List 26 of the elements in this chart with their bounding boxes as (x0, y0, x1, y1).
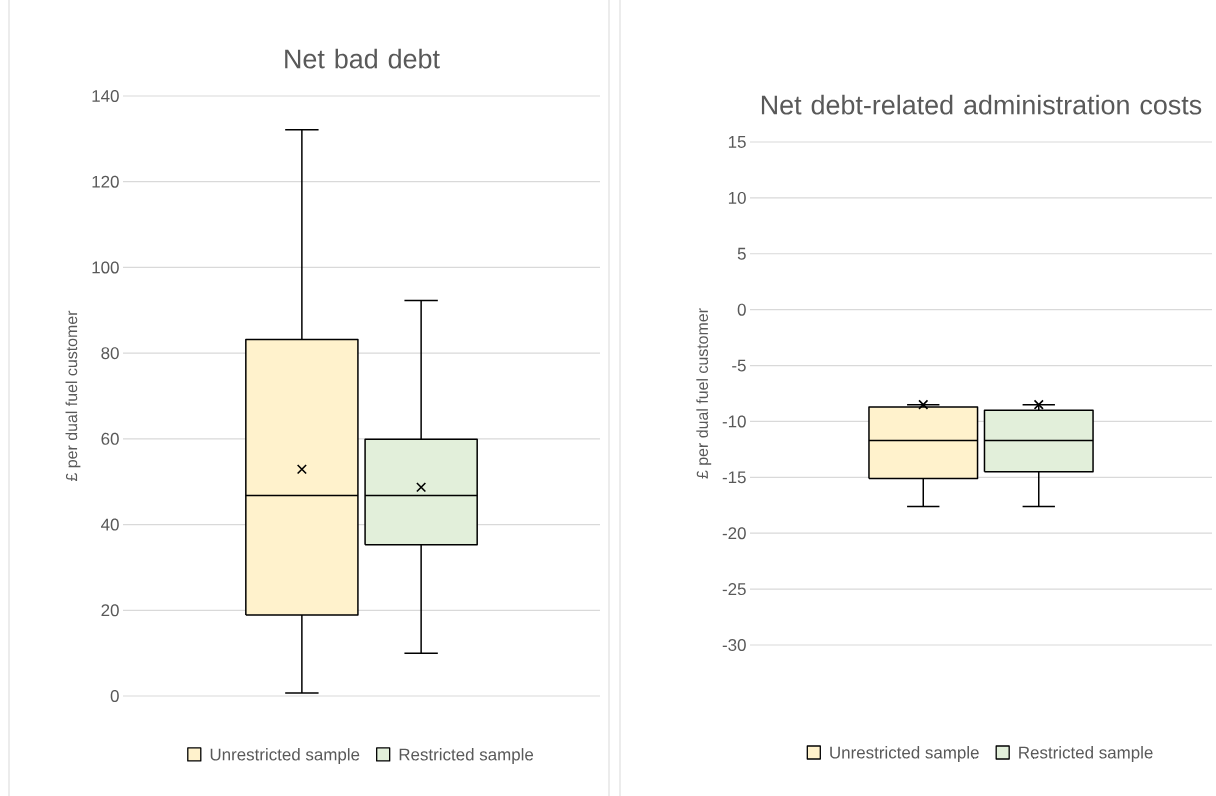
y-tick-label: 120 (92, 175, 119, 188)
y-axis-title: £ per dual fuel customer (65, 310, 81, 482)
y-tick-label: -10 (722, 415, 746, 428)
y-tick-label: 80 (101, 347, 119, 360)
y-tick-label: 140 (92, 89, 119, 102)
y-axis-title: £ per dual fuel customer (696, 308, 712, 479)
legend-label: Unrestricted sample (210, 748, 360, 764)
y-tick-label: 0 (110, 690, 119, 702)
y-tick-label: 15 (728, 136, 746, 148)
chart-title: Net debt-related administration costs (761, 94, 1202, 115)
y-tick-label: 0 (737, 303, 746, 316)
y-tick-label: 10 (728, 191, 746, 204)
legend-label: Restricted sample (399, 748, 534, 764)
legend-label: Restricted sample (1019, 746, 1153, 762)
y-tick-label: -20 (722, 527, 746, 540)
chart-title: Net bad debt (285, 48, 440, 69)
y-tick-label: 5 (737, 247, 746, 260)
y-tick-label: 60 (101, 432, 119, 445)
y-tick-label: -25 (722, 583, 746, 596)
y-tick-label: 20 (101, 604, 119, 617)
y-tick-label: -5 (732, 359, 746, 372)
y-tick-label: 100 (92, 261, 119, 274)
legend-label: Unrestricted sample (830, 746, 979, 762)
y-tick-label: 40 (101, 518, 119, 531)
y-tick-label: -30 (722, 639, 746, 651)
y-tick-label: -15 (722, 471, 746, 484)
